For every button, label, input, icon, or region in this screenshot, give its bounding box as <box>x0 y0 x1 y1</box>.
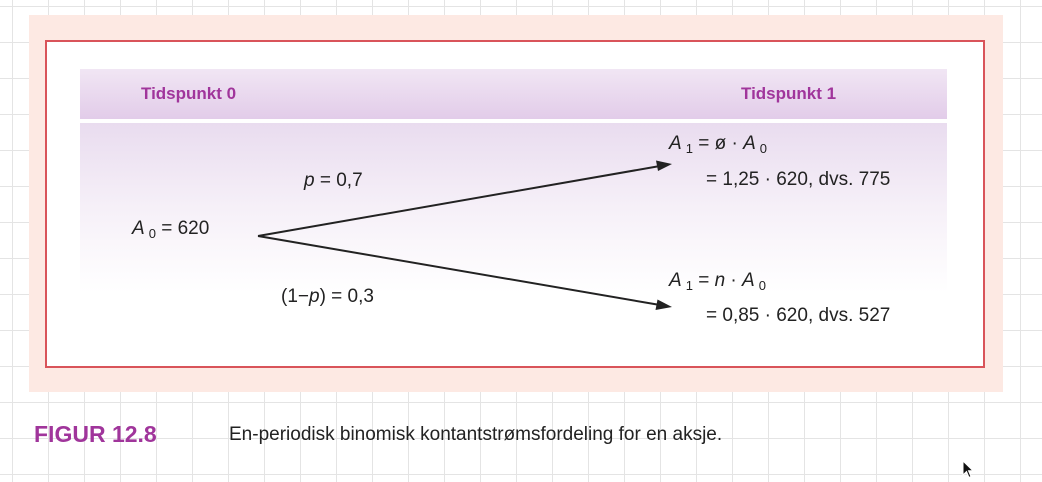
prob-up-value: = 0,7 <box>314 170 363 191</box>
header-time-1: Tidspunkt 1 <box>741 84 837 103</box>
arrowhead-down <box>655 299 672 310</box>
arrow-down <box>257 235 661 306</box>
outcome-down-mid: = <box>692 270 715 291</box>
prob-down: (1−p) = 0,3 <box>281 286 374 308</box>
arrow-up <box>257 165 661 237</box>
outcome-down-mid2: · <box>725 270 743 291</box>
outcome-down-sub: 1 <box>685 278 693 293</box>
outcome-up-sub2: 0 <box>759 141 767 156</box>
figure-caption: En-periodisk binomisk kontantstrømsforde… <box>229 424 723 445</box>
prob-down-var: p <box>309 286 320 307</box>
outcome-up-result: = 1,25 · 620, dvs. 775 <box>706 169 891 190</box>
root-amount: = 620 <box>155 218 210 239</box>
outcome-down-var: n <box>714 270 726 291</box>
arrowhead-up <box>656 160 672 171</box>
prob-up-var: p <box>304 170 315 191</box>
header-time-0: Tidspunkt 0 <box>141 84 237 103</box>
prob-up: p = 0,7 <box>304 170 363 192</box>
root-symbol: A <box>132 218 145 239</box>
content-band <box>80 123 947 293</box>
mouse-pointer-icon <box>962 460 975 479</box>
outcome-down-symbol2: A <box>742 270 755 291</box>
figure-label: FIGUR 12.8 <box>34 421 157 447</box>
outcome-up-symbol: A <box>669 133 682 154</box>
outcome-up-symbol2: A <box>743 133 756 154</box>
outcome-up-mid: = ø · <box>692 133 744 154</box>
outcome-down-sub2: 0 <box>758 278 766 293</box>
root-subscript: 0 <box>148 226 156 241</box>
prob-down-pre: (1− <box>281 286 309 307</box>
outcome-down-symbol: A <box>669 270 682 291</box>
prob-down-value: ) = 0,3 <box>319 286 374 307</box>
outcome-down-result: = 0,85 · 620, dvs. 527 <box>706 305 891 326</box>
header-band <box>80 69 947 119</box>
outcome-up-sub: 1 <box>685 141 693 156</box>
